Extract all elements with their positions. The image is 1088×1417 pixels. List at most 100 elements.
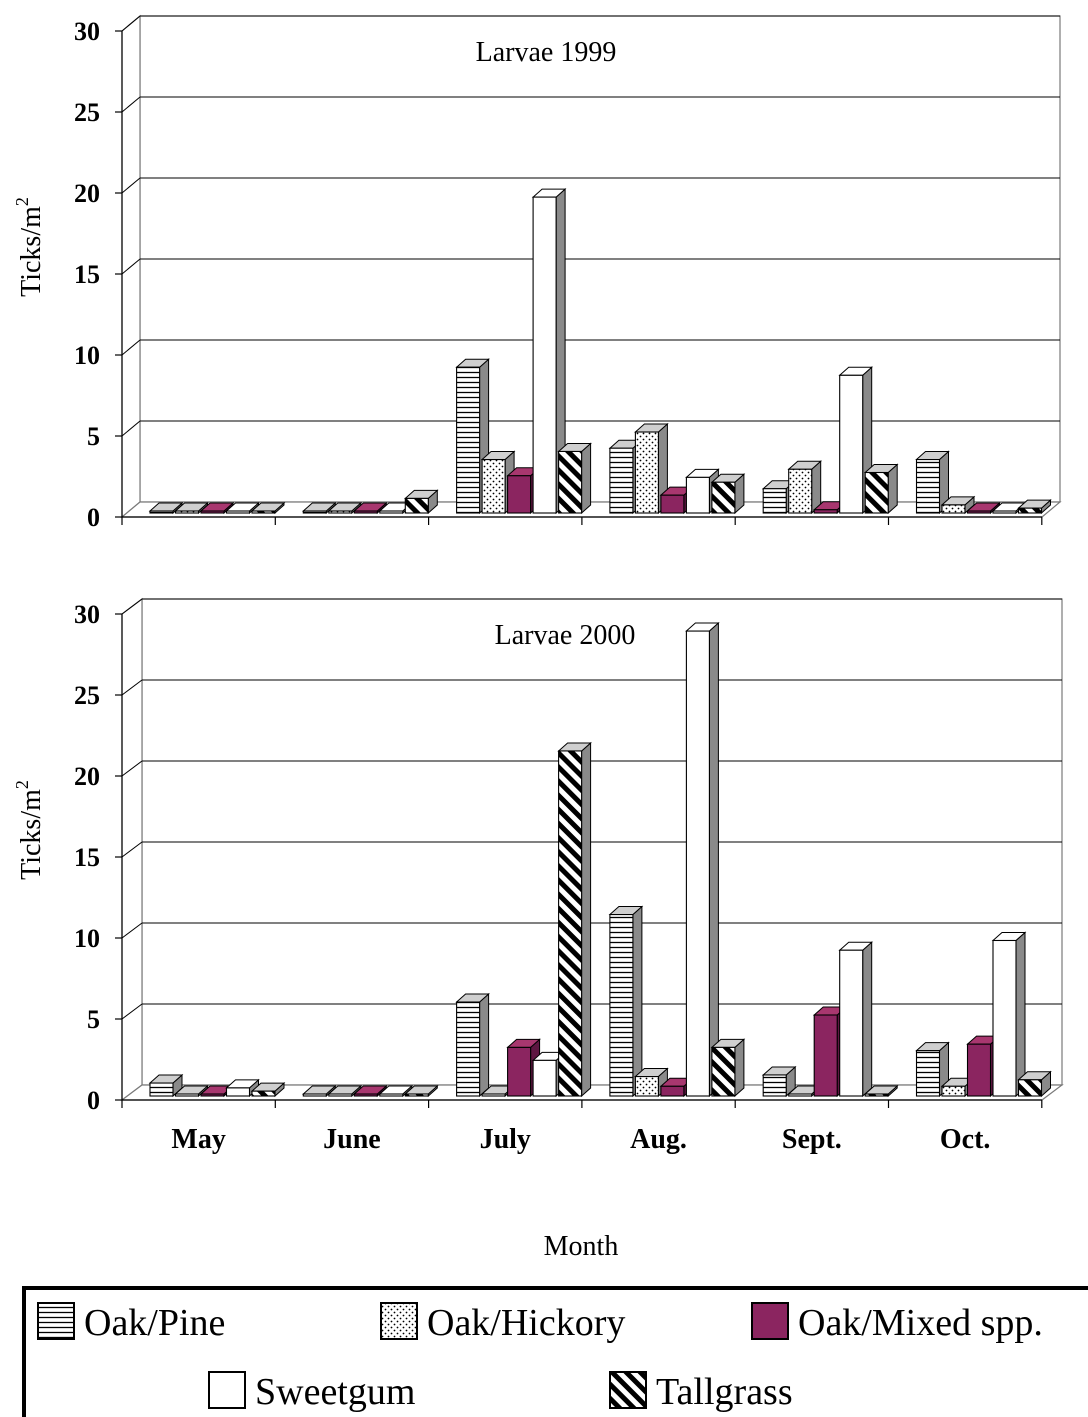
y-tick-label: 10 <box>74 924 100 953</box>
x-category-label: Sept. <box>782 1124 842 1155</box>
bar-tallgrass-may <box>250 1082 286 1098</box>
gridline-side <box>121 96 141 113</box>
bar-tallgrass-sept <box>863 1084 899 1098</box>
y-tick-label: 25 <box>74 681 100 710</box>
category-group-june <box>301 489 439 515</box>
y-tick-label: 15 <box>74 843 100 872</box>
bar-front-face <box>507 1046 532 1097</box>
gridline-side <box>121 760 143 777</box>
y-tick-label: 10 <box>74 341 100 370</box>
bar-front-face <box>915 1050 941 1097</box>
legend-label: Oak/Mixed spp. <box>798 1302 1043 1344</box>
bar-front-face <box>379 510 404 514</box>
x-category-label: May <box>171 1124 225 1155</box>
bar-front-face <box>864 471 889 514</box>
bar-front-face <box>251 1090 276 1097</box>
y-tick-label: 30 <box>74 600 100 629</box>
y-tick-label: 30 <box>74 17 100 46</box>
y-tick-label: 20 <box>74 762 100 791</box>
chart-panel-2: 0 5 10 15 20 25 30 Ticks/m2 Larvae 2000 May June Ju… <box>12 597 1064 1262</box>
bar-front-face <box>839 949 864 1097</box>
y-axis-title-superscript: 2 <box>12 780 32 789</box>
y-tick-label: 20 <box>74 179 100 208</box>
bar-front-face <box>915 458 941 514</box>
gridline-side <box>121 598 143 615</box>
legend-swatch <box>380 1302 418 1340</box>
bar-oak-hickory-aug <box>634 1067 669 1098</box>
bar-oak-hickory-may <box>174 1084 209 1098</box>
category-group-aug <box>608 621 746 1098</box>
bar-front-face <box>174 510 200 514</box>
y-axis-title: Ticks/m2 <box>12 780 47 880</box>
bar-tallgrass-july <box>557 442 592 515</box>
category-group-july <box>455 187 592 515</box>
category-group-may <box>148 1073 286 1098</box>
bar-front-face <box>762 488 787 514</box>
bar-front-face <box>481 1093 506 1097</box>
x-category-label: Aug. <box>630 1124 687 1155</box>
bar-front-face <box>609 447 634 514</box>
y-tick-label: 5 <box>87 1005 100 1034</box>
legend-swatch <box>37 1302 75 1340</box>
bar-front-face <box>839 374 864 514</box>
bar-side-face <box>581 741 592 1098</box>
bar-oak-pine-oct <box>915 1041 950 1098</box>
bar-front-face <box>941 504 966 514</box>
bar-front-face <box>992 939 1017 1097</box>
x-category-label: Oct. <box>940 1124 991 1155</box>
bar-front-face <box>507 475 532 514</box>
bar-front-face <box>251 510 276 514</box>
bar-front-face <box>456 366 481 514</box>
bar-front-face <box>941 1085 966 1097</box>
category-group-sept <box>761 941 899 1098</box>
gridline-side <box>121 841 143 858</box>
bar-side-face <box>862 941 873 1098</box>
gridline-side <box>121 177 141 194</box>
category-group-oct <box>915 450 1052 515</box>
bar-front-face <box>302 510 327 514</box>
y-axis-title-superscript: 2 <box>12 197 32 206</box>
bar-front-face <box>788 468 813 514</box>
bar-front-face <box>200 1093 225 1097</box>
bar-front-face <box>353 1093 378 1097</box>
gridline-side <box>121 679 143 696</box>
gridline-side <box>121 1003 143 1020</box>
bar-tallgrass-june <box>403 1084 439 1098</box>
bar-front-face <box>634 1076 659 1097</box>
bar-front-face <box>404 497 429 514</box>
bar-oak-hickory-sept <box>787 460 823 515</box>
panel-title: Larvae 1999 <box>476 37 617 68</box>
y-axis-title: Ticks/m2 <box>12 197 47 297</box>
category-group-july <box>455 741 592 1098</box>
bar-tallgrass-july <box>557 741 592 1098</box>
category-group-oct <box>915 931 1052 1098</box>
bar-front-face <box>685 630 710 1097</box>
bar-front-face <box>558 450 583 514</box>
legend-swatch <box>609 1371 647 1409</box>
bar-front-face <box>532 196 557 514</box>
bar-sweetgum-aug <box>685 621 720 1098</box>
bar-sweetgum-sept <box>838 366 874 515</box>
bar-front-face <box>174 1093 200 1097</box>
legend-label: Oak/Hickory <box>427 1302 625 1344</box>
legend: Oak/Pine Oak/Hickory Oak/Mixed spp. Sweetgu… <box>22 1286 1088 1417</box>
bar-front-face <box>558 750 583 1097</box>
bar-oak-pine-sept <box>761 1065 797 1098</box>
bar-oak-hickory-oct <box>940 495 976 515</box>
bar-front-face <box>685 476 710 514</box>
legend-label: Oak/Pine <box>84 1302 225 1344</box>
x-category-label: June <box>323 1124 381 1155</box>
legend-swatch <box>208 1371 246 1409</box>
bar-front-face <box>711 1046 736 1097</box>
bar-sweetgum-oct <box>991 931 1027 1098</box>
bar-front-face <box>225 1087 251 1097</box>
legend-item-oak-mixed-spp: Oak/Mixed spp. <box>751 1302 1043 1344</box>
y-tick-label: 15 <box>74 260 100 289</box>
bar-tallgrass-may <box>250 501 286 515</box>
gridline-side <box>121 15 141 32</box>
y-axis-title-text: Ticks/m <box>16 789 47 880</box>
bar-tallgrass-june <box>403 489 439 515</box>
bar-sweetgum-sept <box>838 941 874 1098</box>
gridline-side <box>121 339 141 356</box>
category-group-aug <box>608 422 746 515</box>
